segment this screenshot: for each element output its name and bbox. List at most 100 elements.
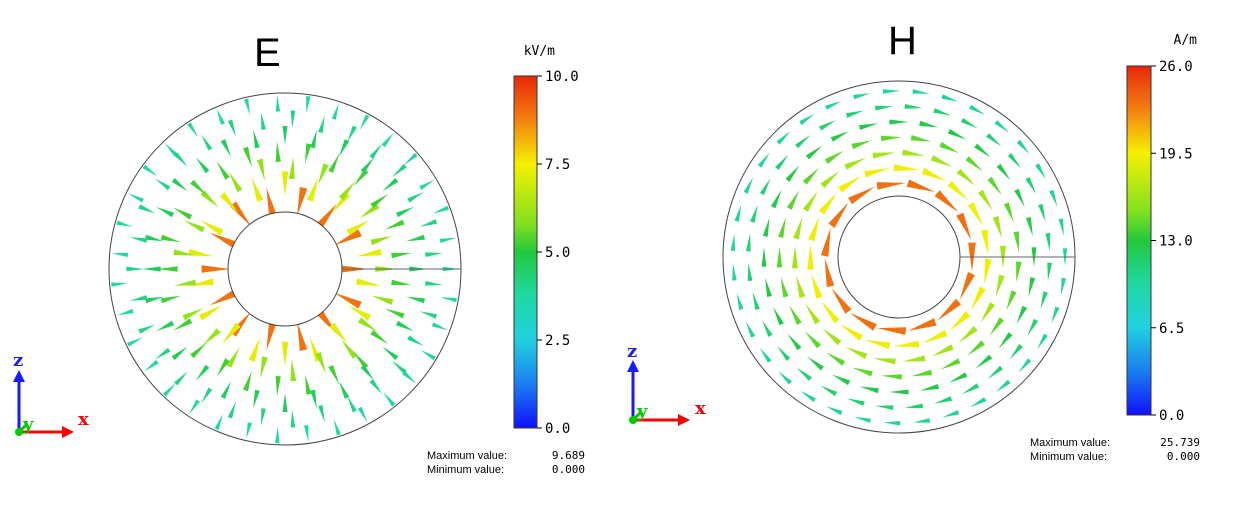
field-vector-arrow <box>171 346 188 361</box>
e-field-vectors <box>111 94 460 444</box>
field-vector-arrow <box>830 131 850 142</box>
field-vector-arrow <box>941 94 959 102</box>
field-vector-arrow <box>157 266 178 272</box>
h-field-panel: H A/m 26.0 19.5 13.0 6.5 0.0 Maximum value: … <box>610 0 1235 507</box>
field-vector-arrow <box>220 381 232 399</box>
field-vector-arrow <box>825 101 842 110</box>
field-vector-arrow <box>821 301 840 324</box>
field-vector-arrow <box>736 292 744 310</box>
field-vector-arrow <box>986 133 1002 147</box>
field-vector-arrow <box>420 349 436 361</box>
h-colorbar <box>1126 65 1152 416</box>
field-vector-arrow <box>931 344 954 357</box>
field-vector-arrow <box>402 371 417 384</box>
field-vector-arrow <box>392 163 407 178</box>
field-vector-arrow <box>244 98 250 116</box>
field-vector-arrow <box>1035 163 1046 180</box>
field-vector-arrow <box>201 265 231 273</box>
field-vector-arrow <box>353 351 369 369</box>
field-vector-arrow <box>846 110 864 118</box>
inner-conductor <box>837 195 961 319</box>
field-vector-arrow <box>992 216 1002 239</box>
field-vector-arrow <box>1025 177 1036 194</box>
field-vector-arrow <box>406 296 425 304</box>
field-vector-arrow <box>419 219 437 227</box>
field-vector-arrow <box>116 220 133 227</box>
field-vector-arrow <box>371 295 394 305</box>
field-vector-arrow <box>975 354 993 369</box>
field-vector-arrow <box>188 248 214 257</box>
field-vector-arrow <box>1027 318 1039 336</box>
field-vector-arrow <box>911 369 933 377</box>
field-vector-arrow <box>789 305 802 325</box>
field-vector-arrow <box>297 322 308 352</box>
field-vector-arrow <box>173 207 193 220</box>
field-vector-arrow <box>778 217 786 238</box>
field-vector-arrow <box>889 389 909 395</box>
field-vector-arrow <box>160 295 181 304</box>
field-vector-arrow <box>341 339 358 359</box>
field-vector-arrow <box>290 409 296 428</box>
field-vector-arrow <box>934 190 959 213</box>
field-vector-arrow <box>759 178 771 196</box>
field-vector-arrow <box>425 252 443 257</box>
field-vector-arrow <box>382 177 399 192</box>
field-vector-arrow <box>824 150 844 164</box>
field-vector-arrow <box>828 202 849 228</box>
field-vector-arrow <box>173 279 197 286</box>
field-vector-arrow <box>1047 262 1052 281</box>
field-vector-arrow <box>202 328 221 346</box>
colorbar-tick-label: 19.5 <box>1159 146 1193 162</box>
field-vector-arrow <box>831 374 851 386</box>
field-vector-arrow <box>359 203 380 219</box>
field-vector-arrow <box>881 135 902 142</box>
field-vector-arrow <box>792 245 798 269</box>
x-axis-label: x <box>695 398 706 419</box>
field-vector-arrow <box>805 303 821 325</box>
field-vector-arrow <box>1013 231 1019 253</box>
field-vector-arrow <box>902 355 926 362</box>
field-vector-arrow <box>403 152 418 166</box>
field-vector-arrow <box>318 405 325 423</box>
field-vector-arrow <box>1009 344 1023 360</box>
field-vector-arrow <box>216 161 230 180</box>
field-vector-arrow <box>187 122 199 138</box>
e-unit-label: kV/m <box>524 44 555 59</box>
field-vector-arrow <box>310 129 317 149</box>
field-vector-arrow <box>251 177 264 202</box>
field-vector-arrow <box>825 406 843 416</box>
field-vector-arrow <box>939 142 960 154</box>
field-vector-arrow <box>1038 204 1046 222</box>
field-vector-arrow <box>846 398 865 406</box>
field-vector-arrow <box>956 168 976 186</box>
field-vector-arrow <box>776 131 791 145</box>
field-vector-arrow <box>201 387 213 404</box>
field-vector-arrow <box>1045 233 1051 252</box>
field-vector-arrow <box>970 397 987 408</box>
field-vector-arrow <box>275 376 281 397</box>
field-vector-arrow <box>189 399 200 415</box>
h-max-label: Maximum value: <box>1030 437 1110 449</box>
field-vector-arrow <box>800 390 816 403</box>
colorbar-tick-label: 2.5 <box>545 333 570 349</box>
field-vector-arrow <box>127 337 143 347</box>
field-vector-arrow <box>360 157 375 174</box>
field-vector-arrow <box>824 258 835 288</box>
field-vector-arrow <box>275 94 281 112</box>
field-vector-arrow <box>904 403 923 409</box>
field-vector-arrow <box>431 322 449 331</box>
e-max-label: Maximum value: <box>427 450 507 462</box>
field-vector-arrow <box>974 143 991 158</box>
field-vector-arrow <box>747 262 753 281</box>
field-vector-arrow <box>266 187 277 217</box>
field-vector-arrow <box>243 371 252 392</box>
field-vector-arrow <box>370 330 389 344</box>
field-vector-arrow <box>780 276 789 298</box>
field-vector-arrow <box>969 104 986 115</box>
field-vector-arrow <box>934 396 952 404</box>
field-vector-arrow <box>381 132 394 148</box>
field-vector-arrow <box>1060 277 1067 296</box>
field-vector-arrow <box>799 113 815 126</box>
field-vector-arrow <box>765 277 772 297</box>
field-vector-arrow <box>996 163 1011 181</box>
